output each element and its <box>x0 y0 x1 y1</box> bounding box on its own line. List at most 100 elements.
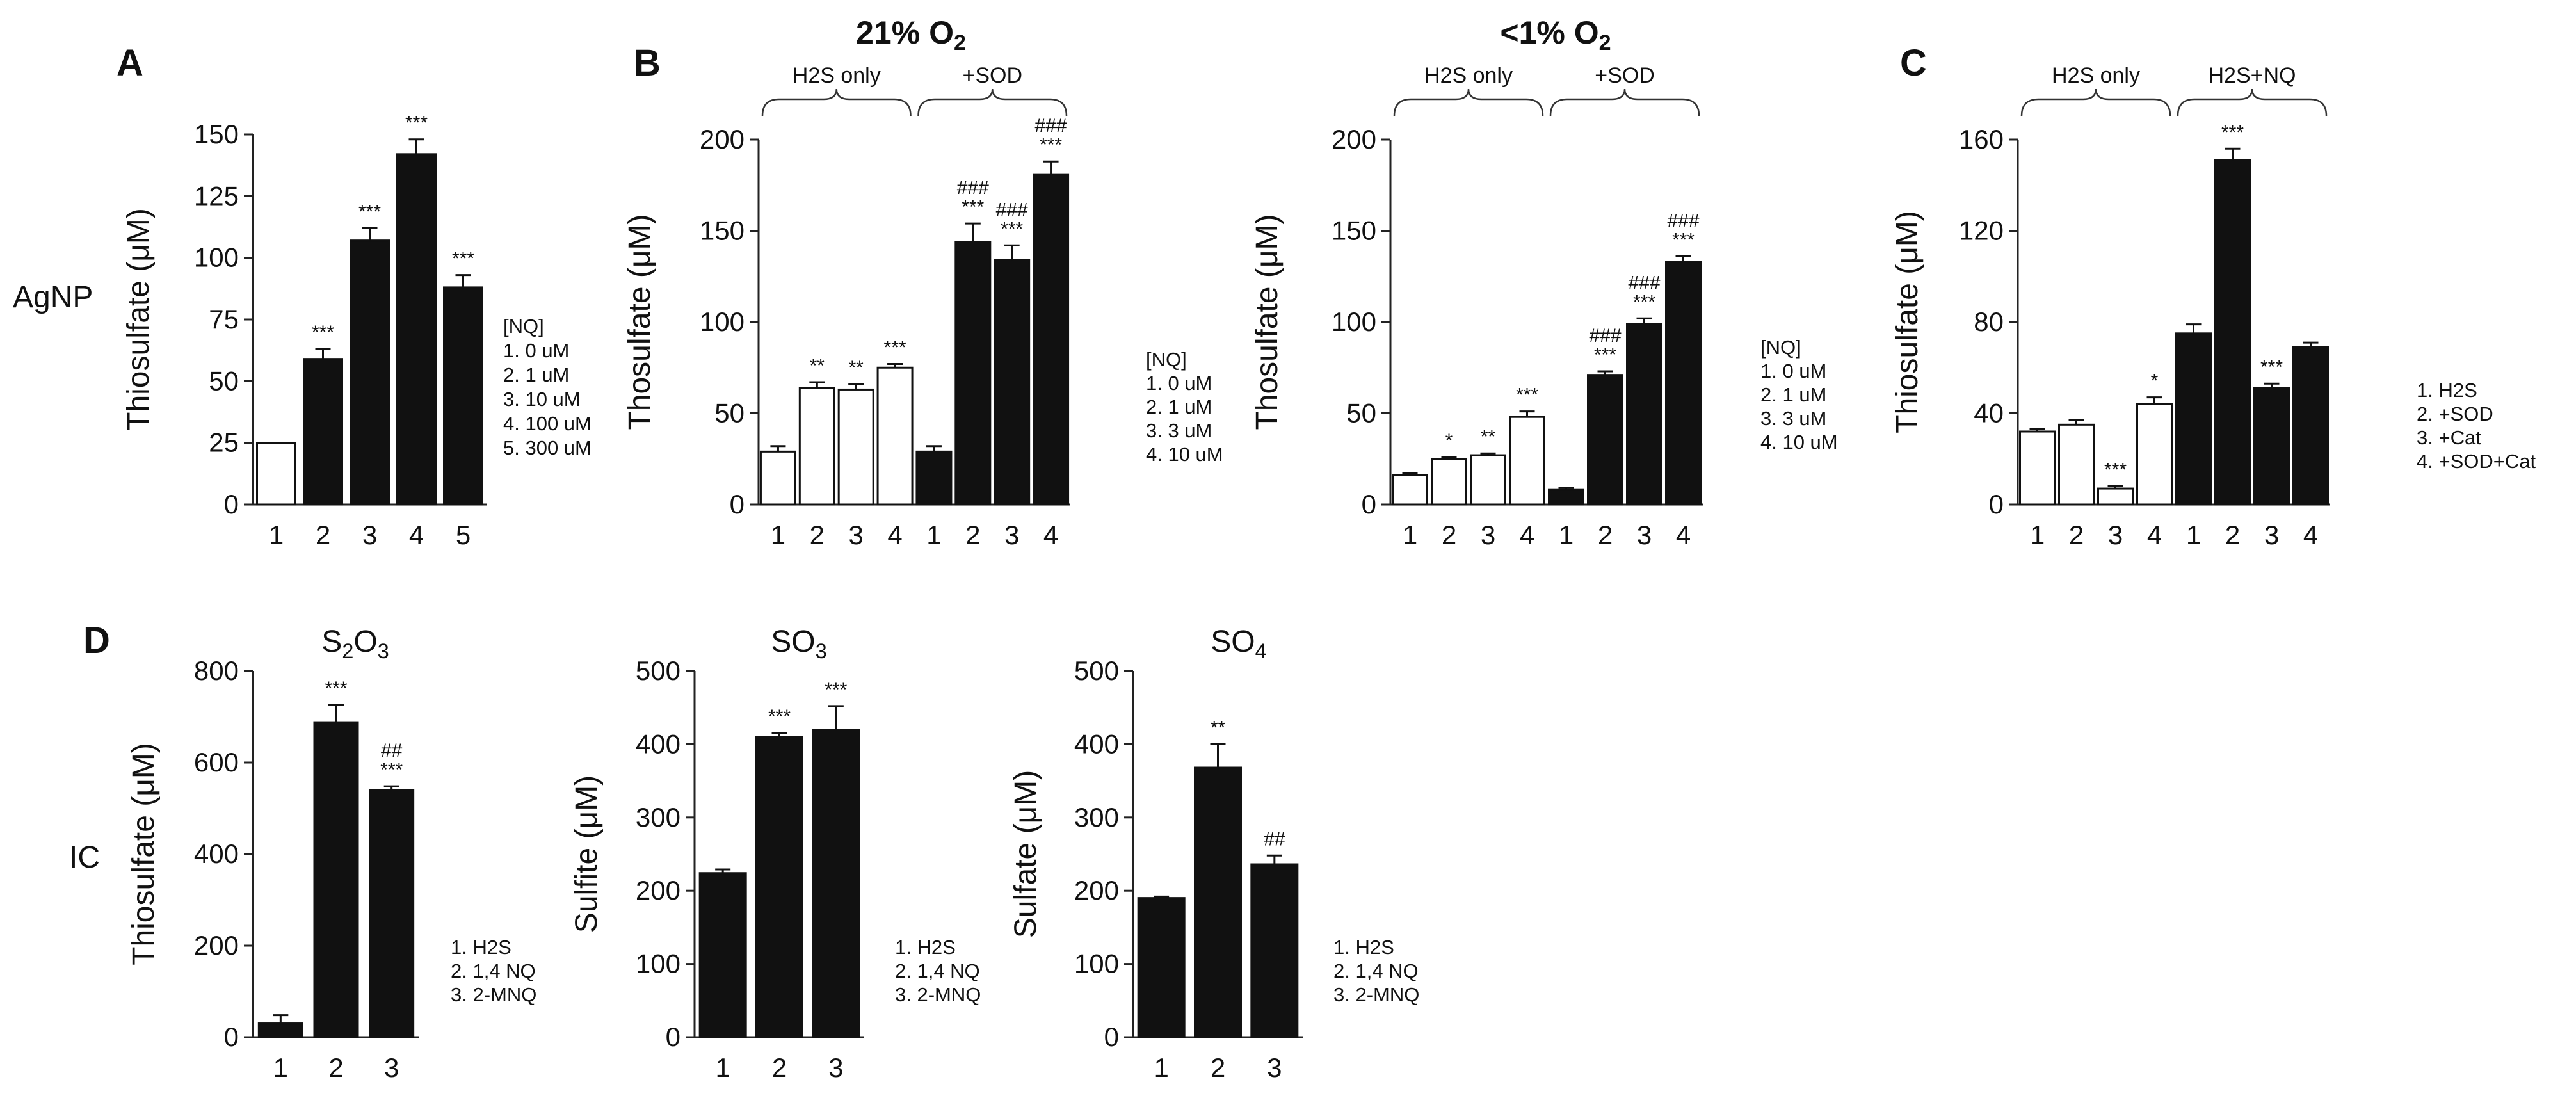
y-tick-label: 200 <box>1332 124 1376 154</box>
bar <box>1665 261 1702 506</box>
significance-mark: *** <box>2104 460 2127 481</box>
group-brace <box>2177 88 2328 117</box>
legend-entry: [NQ] <box>1760 336 1801 359</box>
x-tick-label: 4 <box>1520 520 1534 550</box>
bar <box>1626 323 1662 506</box>
x-tick-label: 4 <box>2147 520 2162 550</box>
significance-mark: ** <box>1211 717 1226 738</box>
y-tick-label: 150 <box>194 119 239 149</box>
significance-mark: *** <box>1672 229 1695 250</box>
chart-d2: 0 100 200 300 400 500 Sulfite (μM) 1 *** 2 *** 3 1. … <box>570 625 981 1083</box>
significance-mark: *** <box>1040 134 1062 156</box>
y-tick-label: 40 <box>1974 398 2004 428</box>
legend-entry: 2. 1,4 NQ <box>451 960 536 982</box>
bar <box>313 721 359 1038</box>
legend-entry: 4. 10 uM <box>1760 431 1838 453</box>
y-tick-label: 50 <box>1346 398 1376 428</box>
bar <box>698 872 747 1038</box>
significance-mark: *** <box>405 113 428 134</box>
x-tick-label: 3 <box>1481 520 1495 550</box>
x-tick-label: 1 <box>771 520 785 550</box>
x-tick-label: 3 <box>2108 520 2123 550</box>
significance-mark: * <box>1445 430 1453 451</box>
significance-mark-hash: ### <box>1035 115 1067 136</box>
y-tick-label: 0 <box>224 489 239 519</box>
legend-entry: 3. 10 uM <box>503 388 581 410</box>
legend-entry: 3. 3 uM <box>1146 419 1212 442</box>
significance-mark: ** <box>849 357 864 378</box>
legend-entry: 3. +Cat <box>2417 426 2481 449</box>
y-tick-label: 200 <box>194 930 239 960</box>
y-tick-label: 100 <box>194 243 239 273</box>
chart-title: <1% O2 <box>1500 15 1611 55</box>
y-tick-label: 0 <box>224 1022 239 1052</box>
x-tick-label: 4 <box>887 520 902 550</box>
row-label: AgNP <box>13 280 93 314</box>
x-tick-label: 4 <box>2303 520 2318 550</box>
legend-entry: 4. 100 uM <box>503 412 592 435</box>
significance-mark: *** <box>2221 122 2244 143</box>
y-tick-label: 0 <box>730 489 745 519</box>
legend-entry: [NQ] <box>1146 348 1187 371</box>
legend-entry: 1. 0 uM <box>503 339 569 362</box>
significance-mark: *** <box>1594 344 1616 366</box>
y-axis-label: Sulfate (μM) <box>1009 770 1043 938</box>
x-tick-label: 3 <box>362 520 377 550</box>
legend-entry: [NQ] <box>503 315 544 337</box>
significance-mark: * <box>2151 371 2159 392</box>
y-tick-label: 100 <box>1332 307 1376 337</box>
x-tick-label: 3 <box>2264 520 2279 550</box>
y-tick-label: 500 <box>636 656 680 686</box>
y-tick-label: 50 <box>714 398 745 428</box>
significance-mark: *** <box>325 678 347 699</box>
x-tick-label: 1 <box>2030 520 2045 550</box>
significance-mark: *** <box>1516 385 1538 406</box>
legend-entry: 1. H2S <box>1333 936 1394 958</box>
panel-label: B <box>634 42 661 84</box>
chart-title: S2O3 <box>321 625 389 663</box>
y-tick-label: 0 <box>666 1022 680 1052</box>
bar <box>1137 897 1186 1038</box>
bar <box>1587 374 1623 506</box>
group-brace <box>1549 88 1700 117</box>
bar <box>303 358 343 506</box>
bar <box>812 729 860 1038</box>
x-tick-label: 2 <box>2069 520 2084 550</box>
bar <box>1470 454 1506 506</box>
y-tick-label: 300 <box>636 802 680 832</box>
legend-entry: 3. 3 uM <box>1760 407 1826 430</box>
legend-entry: 2. 1,4 NQ <box>1333 960 1419 982</box>
x-tick-label: 3 <box>384 1053 399 1083</box>
bar <box>798 387 835 506</box>
group-brace <box>917 88 1068 117</box>
bar <box>350 239 390 506</box>
x-tick-label: 3 <box>1637 520 1652 550</box>
bar <box>759 450 796 506</box>
y-axis-label: Thiosulfate (μM) <box>122 208 156 431</box>
y-tick-label: 200 <box>700 124 745 154</box>
bar <box>2097 487 2134 506</box>
legend-entry: 3. 2-MNQ <box>1333 983 1419 1006</box>
legend-entry: 4. 10 uM <box>1146 443 1223 465</box>
x-tick-label: 3 <box>849 520 864 550</box>
group-label: H2S+NQ <box>2209 63 2296 88</box>
x-tick-label: 3 <box>1004 520 1019 550</box>
bar <box>396 153 437 506</box>
y-tick-label: 100 <box>700 307 745 337</box>
y-tick-label: 600 <box>194 747 239 777</box>
legend-entry: 1. 0 uM <box>1146 372 1212 394</box>
bar <box>1250 863 1299 1038</box>
bar <box>1392 474 1428 506</box>
y-tick-label: 0 <box>1104 1022 1119 1052</box>
x-tick-label: 4 <box>1676 520 1691 550</box>
legend-entry: 1. H2S <box>2417 379 2477 401</box>
y-tick-label: 150 <box>700 216 745 246</box>
bar <box>2058 423 2095 506</box>
x-tick-label: 2 <box>965 520 980 550</box>
x-tick-label: 1 <box>1403 520 1417 550</box>
panel-label: A <box>117 42 143 84</box>
x-tick-label: 2 <box>328 1053 343 1083</box>
